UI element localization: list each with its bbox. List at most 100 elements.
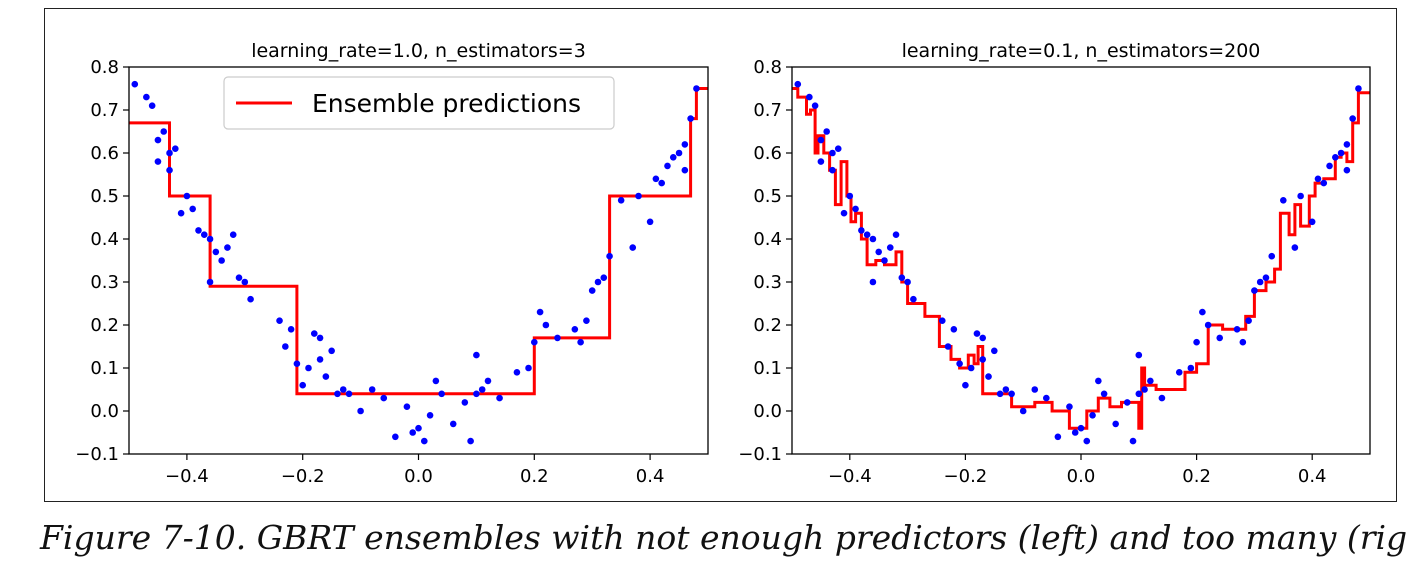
chart-2-data-point [979,334,987,342]
chart-2-data-point [985,373,992,380]
charts-canvas: learning_rate=1.0, n_estimators=3 −0.4 −0.… [75,40,1371,487]
chart-2-data-point [1123,399,1131,406]
chart-2-data-point [869,235,877,243]
chart-1-x-tick-label: 0.0 [404,466,433,487]
chart-1-data-point [282,343,289,350]
chart-1-data-point [600,274,608,282]
chart-1-data-point [328,347,335,355]
chart-2-data-point [875,248,882,256]
chart-1-y-tick-label: 0.5 [90,186,119,207]
chart-1-legend-label: Ensemble predictions [312,89,581,118]
chart-1-data-point [229,231,237,238]
chart-1-y-tick-label: 0.7 [90,100,119,121]
chart-2-y-tick-label: 0.1 [753,358,782,379]
chart-2-x-tick-label: −0.4 [828,466,872,487]
chart-1-data-point [438,390,445,398]
chart-1-data-point [235,274,243,282]
chart-2-data-point [1320,179,1328,187]
chart-2-ensemble-line [792,87,1370,430]
chart-2-data-point [1129,437,1137,445]
chart-1-data-point [154,136,162,144]
chart-1-x-tick-label: −0.2 [281,466,325,487]
chart-1-data-point [409,429,417,436]
chart-1-data-point [467,437,474,445]
chart-1-data-point [664,162,671,170]
chart-2-data-point [1256,278,1264,286]
chart-1-legend-box [223,76,615,130]
chart-2-data-point [1337,149,1345,157]
chart-1-data-point [299,381,307,389]
chart-1-data-point [166,166,173,174]
chart-2-data-point [806,93,813,101]
chart-1-data-point [473,351,480,359]
chart-1-data-point [322,373,330,380]
chart-1-data-point [200,231,208,238]
chart-2-x-tick-label: 0.0 [1067,466,1096,487]
chart-1-data-point [206,235,214,243]
chart-2-data-point [1262,274,1270,282]
chart-1-data-point [276,317,283,325]
chart-2-data-point [1031,386,1039,393]
chart-2-data-point [1332,154,1339,161]
chart-1-data-point [357,407,364,415]
chart-1-data-point [635,192,642,200]
chart-1-data-point [218,257,225,264]
chart-1-data-point [426,412,434,419]
chart-1-scatter-points [131,80,700,445]
chart-2-data-point [840,209,848,217]
chart-2-data-point [898,274,906,282]
chart-1-data-point [681,166,689,174]
chart-1-data-point [594,278,602,286]
chart-2-data-point [1343,166,1351,174]
chart-1-data-point [154,158,162,165]
chart-2-y-tick-label: 0.7 [753,100,782,121]
chart-1-data-point [305,364,312,372]
chart-2-data-point [1199,308,1206,316]
chart-2-data-point [1043,394,1050,402]
chart-1: learning_rate=1.0, n_estimators=3 −0.4 −0.… [75,40,709,487]
chart-1-data-point [345,390,353,398]
chart-2-data-point [1112,420,1119,428]
chart-2-data-point [892,231,900,238]
chart-1-data-point [247,295,254,303]
chart-2-data-point [1308,218,1316,226]
chart-2-data-point [1343,141,1351,148]
chart-1-data-point [310,330,318,337]
chart-2-data-point [1268,252,1276,260]
chart-2-data-point [1349,115,1356,122]
chart-1-data-point [513,369,521,376]
chart-1-data-point [160,128,168,135]
chart-2-data-point [1019,407,1027,415]
chart-2-data-point [869,278,877,286]
chart-2-data-point [1204,321,1212,329]
chart-2-data-point [1135,390,1143,398]
chart-1-data-point [681,141,689,148]
chart-1-data-point [224,244,231,251]
chart-2-data-point [904,278,911,286]
chart-2-data-point [1089,412,1096,419]
chart-1-data-point [571,326,579,333]
chart-2-x-tick-label: 0.4 [1298,466,1327,487]
chart-2-data-point [863,231,871,238]
chart-2-y-tick-label: 0.8 [753,57,782,78]
chart-1-data-point [554,334,561,342]
chart-1-data-point [693,85,700,92]
chart-2-x-tick-label: −0.2 [944,466,988,487]
chart-2-data-point [1355,85,1362,92]
chart-2-data-point [1135,351,1143,359]
chart-2-data-point [1002,386,1010,393]
chart-2-data-point [1297,192,1304,200]
chart-1-data-point [687,115,694,122]
chart-2-data-point [1054,433,1062,441]
chart-1-ensemble-line [129,87,708,396]
chart-1-data-point [675,149,683,157]
chart-1-data-point [172,145,179,152]
chart-2-data-point [834,145,842,152]
chart-1-data-point [293,360,301,368]
chart-2-data-point [852,205,859,213]
chart-2-data-point [967,364,975,372]
chart-2-x-tick-label: 0.2 [1182,466,1211,487]
chart-2-data-point [794,80,802,88]
chart-1-data-point [195,227,202,234]
chart-2-data-point [1314,175,1322,183]
